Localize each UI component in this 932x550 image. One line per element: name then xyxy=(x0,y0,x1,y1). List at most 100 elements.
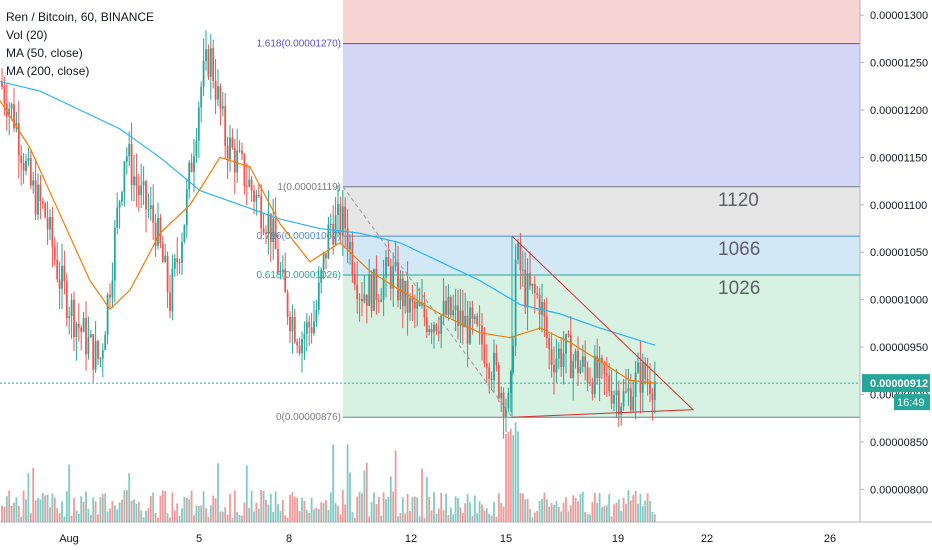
volume-bar xyxy=(147,507,150,522)
candle xyxy=(373,268,375,311)
candle xyxy=(325,253,327,259)
volume-bar xyxy=(509,428,512,522)
volume-bar xyxy=(536,511,539,522)
volume-bar xyxy=(610,516,613,522)
volume-bar xyxy=(521,493,524,522)
y-tick-label: 0.00001100 xyxy=(870,200,927,212)
candle xyxy=(281,269,284,271)
volume-bar xyxy=(464,503,467,522)
volume-bar xyxy=(622,497,625,522)
y-tick-label: 0.00000850 xyxy=(870,437,928,449)
candle xyxy=(80,327,83,332)
candle xyxy=(135,176,138,186)
volume-bar xyxy=(68,464,71,522)
y-tick-label: 0.00000800 xyxy=(870,484,928,496)
volume-bar xyxy=(99,497,102,522)
volume-bar xyxy=(601,507,603,522)
candle xyxy=(231,137,234,148)
volume-bar xyxy=(416,497,419,522)
volume-bar xyxy=(334,503,337,522)
candle xyxy=(615,390,618,396)
volume-bar xyxy=(284,515,287,522)
candle xyxy=(337,203,339,216)
volume-bar xyxy=(200,505,203,522)
candle xyxy=(363,294,366,302)
ma50-line xyxy=(0,100,656,384)
candle xyxy=(637,362,639,373)
candle xyxy=(500,392,503,399)
volume-bar xyxy=(250,490,253,522)
candle xyxy=(481,325,483,345)
volume-bar xyxy=(32,467,35,522)
volume-bar xyxy=(212,495,215,522)
candle xyxy=(529,273,531,286)
volume-bar xyxy=(344,504,347,522)
volume-bar xyxy=(651,511,654,522)
legend-ma200[interactable]: MA (200, close) xyxy=(6,64,90,78)
legend-ma50[interactable]: MA (50, close) xyxy=(6,46,83,60)
candle xyxy=(387,257,390,267)
candle xyxy=(557,348,560,359)
candle xyxy=(214,80,217,100)
y-tick-label: 0.00001050 xyxy=(870,247,928,259)
volume-bar xyxy=(161,490,164,522)
y-tick-label: 0.00000950 xyxy=(870,342,928,354)
volume-bar xyxy=(245,465,248,522)
volume-bar xyxy=(541,498,543,522)
candle xyxy=(10,104,13,109)
candle xyxy=(449,296,452,316)
volume-bar xyxy=(77,513,80,522)
candle xyxy=(476,316,479,325)
volume-bar xyxy=(341,490,344,522)
volume-bar xyxy=(29,513,32,522)
volume-bar xyxy=(217,463,219,522)
candle xyxy=(106,294,109,335)
volume-bar xyxy=(1,505,3,522)
volume-bar xyxy=(404,513,407,522)
candle xyxy=(157,218,159,246)
candle xyxy=(207,49,210,77)
candle xyxy=(269,213,272,243)
candle xyxy=(181,242,183,263)
candle xyxy=(485,363,488,368)
volume-bar xyxy=(27,473,30,522)
volume-bar xyxy=(190,490,193,522)
candle xyxy=(101,350,104,359)
volume-bar xyxy=(370,502,373,522)
volume-bar xyxy=(116,509,119,522)
volume-bar xyxy=(262,490,265,522)
candle xyxy=(118,201,121,208)
candle xyxy=(293,316,296,342)
candle xyxy=(233,147,236,173)
candle xyxy=(603,362,606,375)
y-tick-label: 0.00001200 xyxy=(870,105,928,117)
candle xyxy=(205,49,207,61)
candle xyxy=(353,273,356,285)
candle xyxy=(586,367,589,383)
volume-bar xyxy=(123,490,126,522)
volume-bar xyxy=(368,516,371,522)
candle xyxy=(461,310,464,328)
candle xyxy=(212,48,215,81)
legend-volume[interactable]: Vol (20) xyxy=(6,28,48,42)
volume-bar xyxy=(493,501,495,522)
volume-bar xyxy=(279,510,282,522)
candle xyxy=(245,186,248,188)
volume-bar xyxy=(481,504,483,522)
volume-bar xyxy=(452,514,455,522)
volume-bar xyxy=(572,495,575,522)
volume-bar xyxy=(377,496,380,522)
candle xyxy=(257,195,260,197)
volume-bar xyxy=(457,497,459,522)
ma200-line xyxy=(0,80,656,346)
candle xyxy=(452,310,455,316)
candle xyxy=(493,352,495,380)
candle xyxy=(111,280,114,298)
candle xyxy=(538,294,541,315)
candle xyxy=(116,207,119,229)
volume-bar xyxy=(440,492,443,522)
volume-bar xyxy=(533,512,536,522)
volume-bar xyxy=(517,431,519,522)
